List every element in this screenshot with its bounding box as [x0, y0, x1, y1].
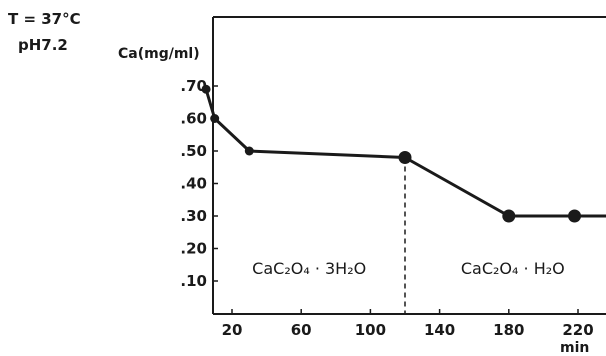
data-point	[201, 84, 211, 94]
x-tick-label: 140	[424, 321, 455, 339]
ph-label: pH7.2	[18, 36, 68, 54]
data-point	[244, 146, 254, 156]
x-tick-label: 60	[291, 321, 312, 339]
x-ticks: 20 60 100 140 180 220	[222, 309, 594, 339]
y-tick-label: .30	[180, 207, 207, 225]
data-point	[398, 151, 412, 164]
temperature-label: T = 37°C	[8, 10, 81, 28]
series-points	[201, 84, 582, 223]
data-point	[568, 209, 582, 223]
data-point	[502, 209, 516, 223]
y-axis-label: Ca(mg/ml)	[118, 46, 200, 62]
x-tick-label: 20	[222, 321, 243, 339]
y-tick-label: .50	[180, 142, 207, 160]
y-tick-label: .70	[180, 77, 207, 95]
data-point	[210, 114, 220, 123]
phase-label-monohydrate: CaC₂O₄ · H₂O	[461, 259, 565, 278]
y-tick-label: .60	[180, 110, 207, 128]
y-tick-label: .20	[180, 240, 207, 258]
y-tick-label: .40	[180, 175, 207, 193]
y-ticks: .10 .20 .30 .40 .50 .60 .70	[180, 77, 218, 290]
x-tick-label: 180	[493, 321, 524, 339]
x-tick-label: 100	[355, 321, 386, 339]
x-axis-label: min	[560, 340, 589, 356]
x-tick-label: 220	[562, 321, 593, 339]
phase-label-trihydrate: CaC₂O₄ · 3H₂O	[252, 259, 366, 278]
y-tick-label: .10	[180, 272, 207, 290]
